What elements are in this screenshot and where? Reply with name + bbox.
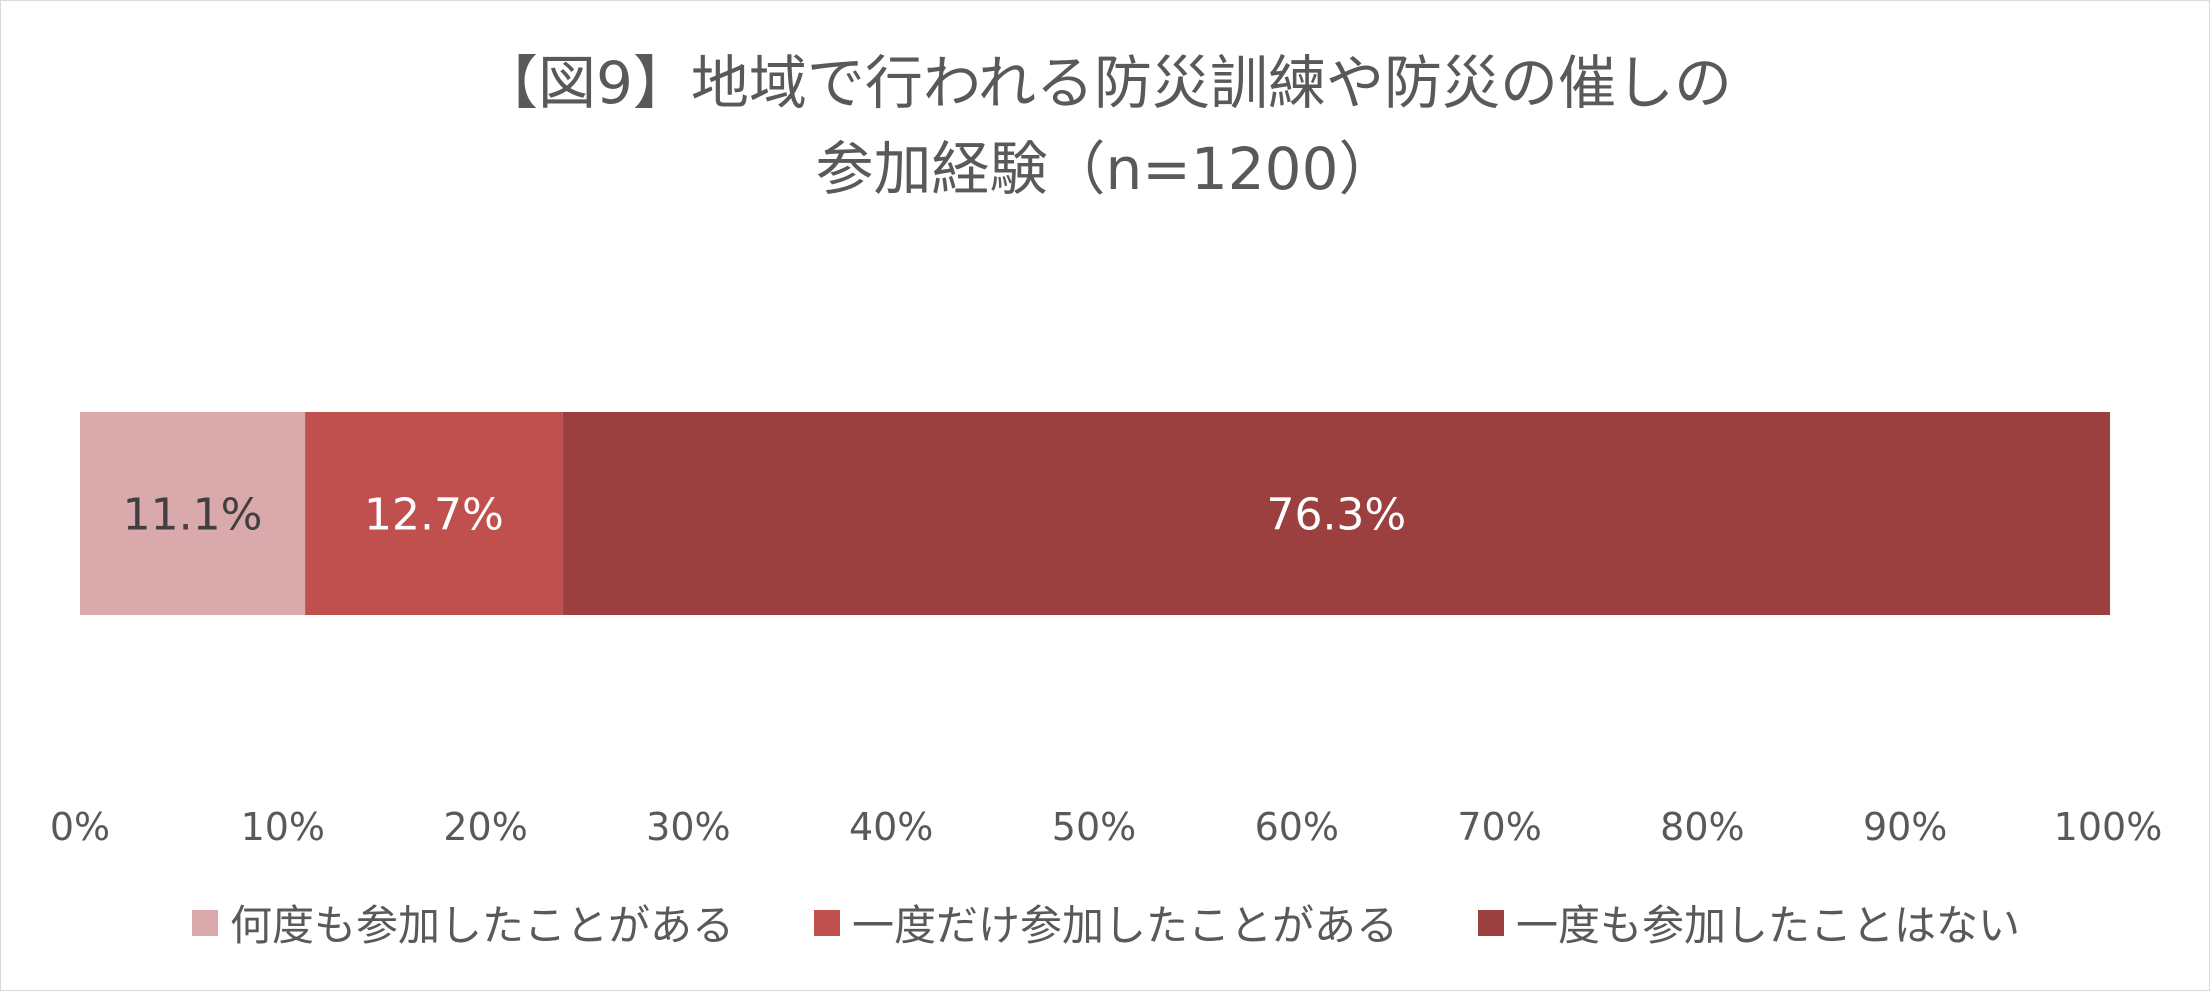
data-label-2: 12.7%: [364, 490, 504, 541]
legend-label: 何度も参加したことがある: [229, 901, 734, 950]
chart-title-line-2: 参加経験（n=1200）: [815, 135, 1397, 203]
legend-item-1: 何度も参加したことがある: [191, 892, 734, 953]
x-tick-label: 60%: [1255, 805, 1339, 849]
x-tick-label: 100%: [2054, 805, 2163, 849]
bar-segment-3: [562, 412, 2111, 615]
legend-item-3: 一度も参加したことはない: [1478, 892, 2020, 953]
x-tick-label: 20%: [443, 805, 527, 849]
x-tick-label: 0%: [50, 805, 110, 849]
x-tick-label: 70%: [1457, 805, 1541, 849]
legend-item-2: 一度だけ参加したことがある: [813, 892, 1398, 953]
chart-title: 【図9】地域で行われる防災訓練や防災の催しの 参加経験（n=1200）: [0, 40, 2212, 212]
legend-swatch: [191, 909, 218, 936]
legend-label: 一度だけ参加したことがある: [851, 901, 1398, 950]
chart-plot: 11.1% 12.7% 76.3% 0% 10% 20% 30% 40% 50% 60% 70% 80…: [50, 412, 2163, 849]
x-tick-label: 30%: [646, 805, 730, 849]
chart-legend: 何度も参加したことがある 一度だけ参加したことがある 一度も参加したことはない: [0, 892, 2212, 953]
legend-swatch: [1478, 909, 1504, 936]
bar-segment-2: [305, 412, 563, 615]
data-label-3: 76.3%: [1266, 490, 1406, 541]
x-tick-label: 40%: [849, 805, 933, 849]
x-tick-label: 50%: [1052, 805, 1136, 849]
legend-swatch: [813, 909, 840, 936]
data-label-1: 11.1%: [123, 490, 263, 541]
x-tick-label: 80%: [1660, 805, 1744, 849]
bar-segment-1: [80, 412, 306, 615]
legend-label: 一度も参加したことはない: [1516, 901, 2021, 950]
x-tick-label: 10%: [241, 805, 325, 849]
x-tick-label: 90%: [1863, 805, 1947, 849]
chart-title-line-1: 【図9】地域で行われる防災訓練や防災の催しの: [479, 49, 1732, 117]
